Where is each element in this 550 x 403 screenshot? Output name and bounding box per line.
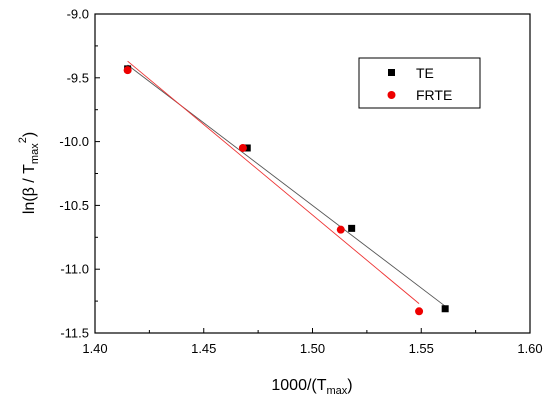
y-axis-title: ln(β / Tmax2) <box>17 132 41 214</box>
x-axis-title: 1000/(Tmax) <box>271 377 352 397</box>
point-frte <box>238 143 247 152</box>
legend-label-frte: FRTE <box>416 87 452 103</box>
y-tick-label: -9.5 <box>67 70 89 85</box>
x-tick-label: 1.45 <box>191 341 216 356</box>
y-tick-label: -10.5 <box>59 198 89 213</box>
x-tick-label: 1.40 <box>82 341 107 356</box>
y-tick-label: -9.0 <box>67 7 89 22</box>
y-tick-label: -10.0 <box>59 134 89 149</box>
point-te <box>243 144 251 152</box>
point-te <box>441 305 449 313</box>
x-tick-label: 1.60 <box>517 341 542 356</box>
point-frte <box>336 225 345 234</box>
legend-marker-te <box>388 69 395 76</box>
legend-box <box>358 57 481 109</box>
y-tick-label: -11.0 <box>60 262 89 277</box>
legend-marker-frte <box>387 91 396 99</box>
x-axis: 1.40 1.45 1.50 1.55 1.60 <box>82 328 543 356</box>
x-tick-label: 1.50 <box>300 341 325 356</box>
y-axis: -9.0 -9.5 -10.0 -10.5 -11.0 -11.5 <box>59 7 100 341</box>
point-te <box>348 224 356 232</box>
fit-line-frte <box>127 60 420 304</box>
data-points <box>123 65 449 316</box>
fit-lines <box>127 60 446 307</box>
legend: TE FRTE <box>358 57 481 109</box>
point-frte <box>415 307 424 316</box>
legend-label-te: TE <box>416 65 434 81</box>
point-frte <box>123 66 132 75</box>
x-tick-label: 1.55 <box>409 341 434 356</box>
y-tick-label: -11.5 <box>60 326 89 341</box>
